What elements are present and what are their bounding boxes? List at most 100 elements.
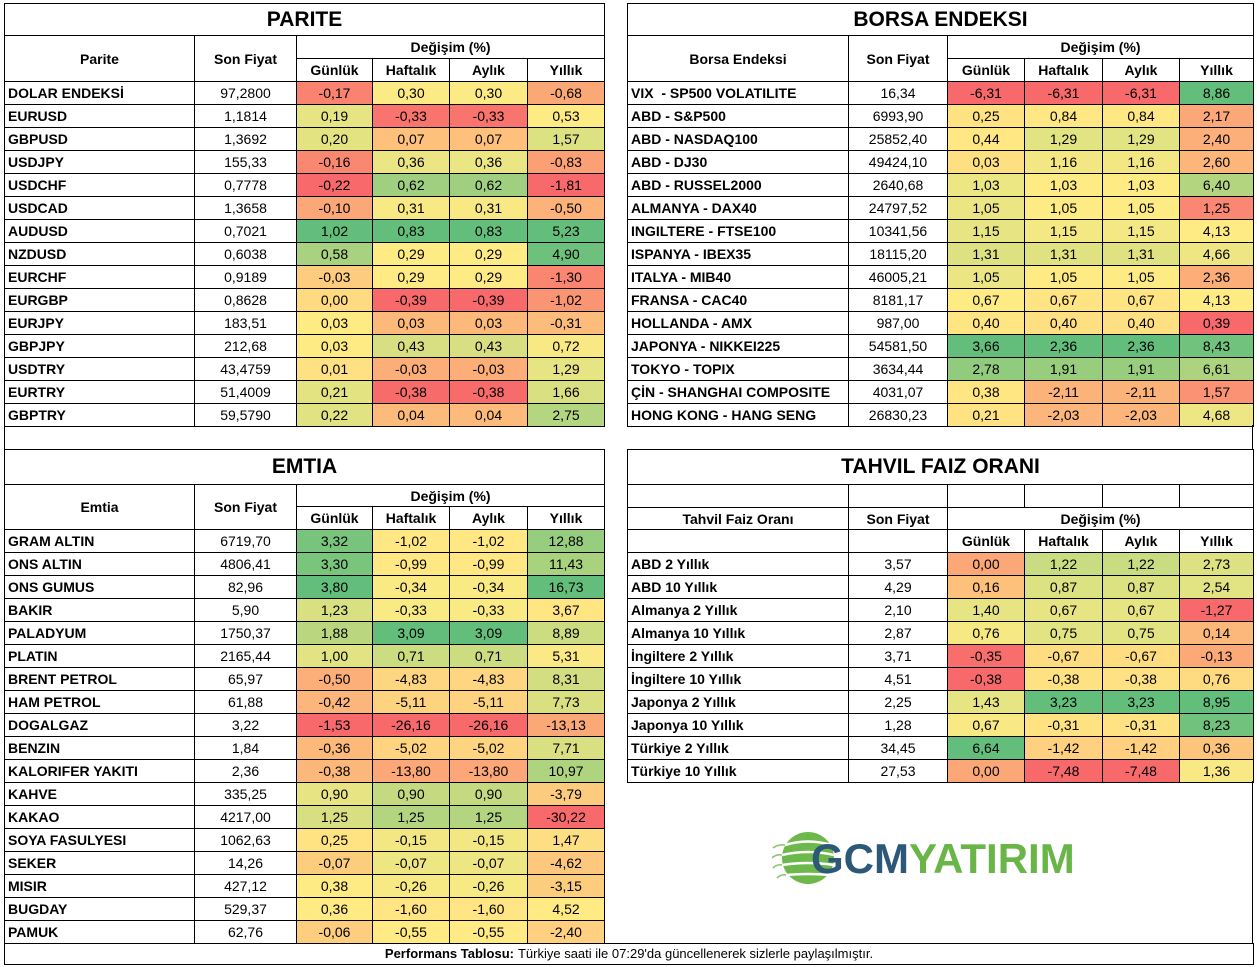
change-monthly: -13,80 bbox=[449, 759, 528, 783]
table-row: Japonya 2 Yıllık 2,25 1,43 3,23 3,23 8,95 bbox=[627, 690, 1255, 714]
change-daily: 0,22 bbox=[296, 403, 373, 427]
change-yearly: 1,36 bbox=[1178, 759, 1255, 783]
column-header-price: Son Fiyat bbox=[848, 507, 948, 530]
change-weekly: -2,03 bbox=[1024, 403, 1103, 427]
last-price: 2,10 bbox=[848, 598, 948, 622]
change-daily: 1,88 bbox=[296, 621, 373, 645]
change-weekly: -0,07 bbox=[372, 851, 450, 875]
change-weekly: 0,84 bbox=[1024, 104, 1103, 128]
row-label: PAMUK bbox=[4, 920, 195, 944]
change-yearly: 8,23 bbox=[1178, 713, 1255, 737]
logo-text-gcm: GCM bbox=[811, 835, 909, 882]
change-weekly: -0,67 bbox=[1024, 644, 1103, 668]
change-yearly: -1,02 bbox=[526, 288, 606, 312]
change-monthly: 0,83 bbox=[449, 219, 528, 243]
change-monthly: 0,87 bbox=[1102, 575, 1180, 599]
last-price: 82,96 bbox=[194, 575, 297, 599]
change-weekly: -0,33 bbox=[372, 104, 450, 128]
change-monthly: 1,91 bbox=[1102, 357, 1180, 381]
table-title: EMTIA bbox=[3, 449, 606, 485]
change-yearly: 10,97 bbox=[526, 759, 606, 783]
change-monthly: -0,39 bbox=[449, 288, 528, 312]
row-label: İngiltere 10 Yıllık bbox=[627, 667, 849, 691]
change-daily: -0,36 bbox=[296, 736, 373, 760]
row-label: PLATIN bbox=[4, 644, 195, 668]
last-price: 1,84 bbox=[194, 736, 297, 760]
change-weekly: 3,23 bbox=[1024, 690, 1103, 714]
row-label: ONS ALTIN bbox=[4, 552, 195, 576]
change-yearly: 0,53 bbox=[526, 104, 606, 128]
change-daily: 3,66 bbox=[947, 334, 1025, 358]
row-label: NZDUSD bbox=[4, 242, 195, 266]
row-label: INGILTERE - FTSE100 bbox=[627, 219, 849, 243]
empty-cell bbox=[1102, 484, 1180, 508]
column-header-daily: Günlük bbox=[947, 58, 1025, 82]
change-weekly: 0,83 bbox=[372, 219, 450, 243]
column-header-change: Değişim (%) bbox=[295, 484, 606, 507]
column-header-change: Değişim (%) bbox=[295, 35, 606, 59]
row-label: HAM PETROL bbox=[4, 690, 195, 714]
change-monthly: 0,84 bbox=[1102, 104, 1180, 128]
change-yearly: 8,43 bbox=[1178, 334, 1255, 358]
column-header-yearly: Yıllık bbox=[526, 506, 606, 530]
change-daily: 0,03 bbox=[296, 311, 373, 335]
change-monthly: -0,34 bbox=[449, 575, 528, 599]
change-yearly: 0,36 bbox=[1178, 736, 1255, 760]
change-yearly: 4,90 bbox=[526, 242, 606, 266]
table-row: USDCHF 0,7778 -0,22 0,62 0,62 -1,81 bbox=[4, 173, 606, 197]
row-label: DOLAR ENDEKSİ bbox=[4, 81, 195, 105]
change-yearly: -3,15 bbox=[526, 874, 606, 898]
row-label: AUDUSD bbox=[4, 219, 195, 243]
change-monthly: 0,75 bbox=[1102, 621, 1180, 645]
change-weekly: 0,67 bbox=[1024, 288, 1103, 312]
table-title: BORSA ENDEKSI bbox=[626, 3, 1255, 36]
change-monthly: 0,67 bbox=[1102, 598, 1180, 622]
change-weekly: -0,55 bbox=[372, 920, 450, 944]
change-daily: 1,23 bbox=[296, 598, 373, 622]
change-yearly: 2,73 bbox=[1178, 552, 1255, 576]
change-weekly: -6,31 bbox=[1024, 81, 1103, 105]
change-weekly: 0,40 bbox=[1024, 311, 1103, 335]
change-yearly: 0,39 bbox=[1178, 311, 1255, 335]
table-row: ABD 2 Yıllık 3,57 0,00 1,22 1,22 2,73 bbox=[627, 552, 1255, 576]
table-row: EURTRY 51,4009 0,21 -0,38 -0,38 1,66 bbox=[4, 380, 606, 404]
change-monthly: 0,29 bbox=[449, 265, 528, 289]
change-weekly: 0,75 bbox=[1024, 621, 1103, 645]
column-header-price: Son Fiyat bbox=[194, 484, 297, 530]
change-monthly: 1,25 bbox=[449, 805, 528, 829]
change-monthly: 1,31 bbox=[1102, 242, 1180, 266]
change-weekly: -5,11 bbox=[372, 690, 450, 714]
change-monthly: -0,26 bbox=[449, 874, 528, 898]
change-yearly: 12,88 bbox=[526, 529, 606, 553]
change-yearly: 8,31 bbox=[526, 667, 606, 691]
table-row: ABD - RUSSEL2000 2640,68 1,03 1,03 1,03 6,40 bbox=[627, 173, 1255, 197]
change-daily: -0,07 bbox=[296, 851, 373, 875]
last-price: 4806,41 bbox=[194, 552, 297, 576]
table-body: DOLAR ENDEKSİ 97,2800 -0,17 0,30 0,30 -0,68 EU… bbox=[4, 81, 606, 427]
table-row: SEKER 14,26 -0,07 -0,07 -0,07 -4,62 bbox=[4, 851, 606, 875]
last-price: 4,51 bbox=[848, 667, 948, 691]
change-monthly: -2,03 bbox=[1102, 403, 1180, 427]
change-daily: 1,03 bbox=[947, 173, 1025, 197]
row-label: JAPONYA - NIKKEI225 bbox=[627, 334, 849, 358]
change-daily: -0,10 bbox=[296, 196, 373, 220]
change-daily: -0,38 bbox=[947, 667, 1025, 691]
table-row: PLATIN 2165,44 1,00 0,71 0,71 5,31 bbox=[4, 644, 606, 668]
logo-text-yatirim: YATIRIM bbox=[909, 835, 1075, 882]
last-price: 1,28 bbox=[848, 713, 948, 737]
change-yearly: -4,62 bbox=[526, 851, 606, 875]
change-daily: -0,35 bbox=[947, 644, 1025, 668]
empty-cell bbox=[1178, 484, 1255, 508]
last-price: 6993,90 bbox=[848, 104, 948, 128]
change-monthly: 0,31 bbox=[449, 196, 528, 220]
table-row: EURJPY 183,51 0,03 0,03 0,03 -0,31 bbox=[4, 311, 606, 335]
change-daily: 0,40 bbox=[947, 311, 1025, 335]
footer-text: Türkiye saati ile 07:29'da güncellenerek… bbox=[517, 946, 874, 961]
column-header-name: Parite bbox=[4, 35, 195, 82]
change-daily: -0,16 bbox=[296, 150, 373, 174]
change-daily: 0,00 bbox=[296, 288, 373, 312]
change-weekly: 0,36 bbox=[372, 150, 450, 174]
change-yearly: -0,50 bbox=[526, 196, 606, 220]
last-price: 49424,10 bbox=[848, 150, 948, 174]
row-label: TOKYO - TOPIX bbox=[627, 357, 849, 381]
